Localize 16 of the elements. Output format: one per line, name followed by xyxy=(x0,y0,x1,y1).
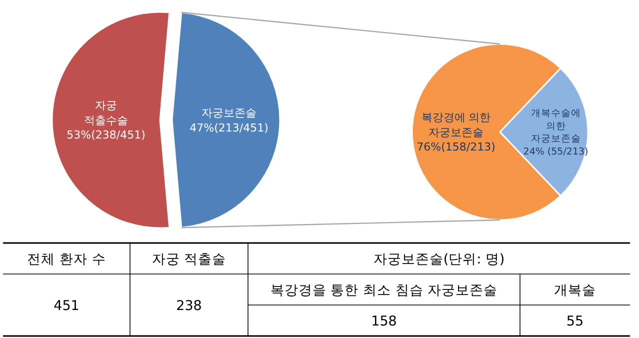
text: 자궁보존술(단위: 명) xyxy=(373,252,505,268)
text: 158 xyxy=(371,314,397,330)
data-label: 53%(238/451) xyxy=(66,128,146,142)
text: 복강경을 통한 최소 침습 자궁보존술 xyxy=(270,282,498,298)
text: 451 xyxy=(54,298,80,314)
text: 238 xyxy=(176,298,202,314)
data-label: 76%(158/213) xyxy=(416,140,496,154)
slice-label: 복강경에 의한 자궁보존술 xyxy=(421,111,491,139)
text: 자궁 적출술 xyxy=(152,252,226,268)
slice-label: 개복수술에 의한 자궁보존술 xyxy=(530,108,581,145)
text: 개복술 xyxy=(554,282,596,298)
text: 55 xyxy=(566,314,584,330)
slice-label: 자궁보존술 xyxy=(202,106,256,120)
slice-label: 자궁 적출수술 xyxy=(84,99,128,127)
data-label: 47%(213/451) xyxy=(190,121,268,134)
text: 전체 환자 수 xyxy=(27,252,106,268)
